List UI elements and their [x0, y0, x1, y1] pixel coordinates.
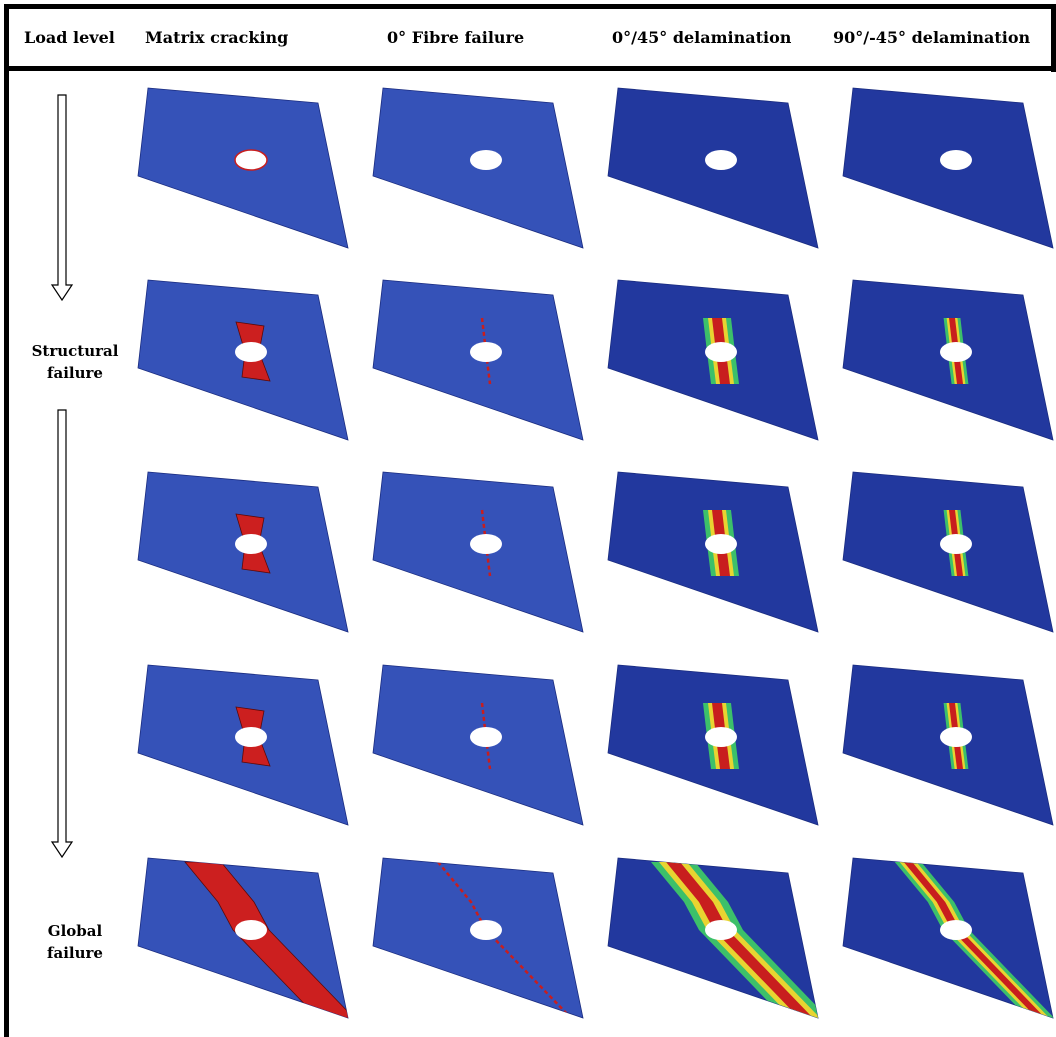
plate-panel [842, 857, 1054, 1019]
plate-panel [842, 664, 1054, 826]
plate-panel [372, 87, 584, 249]
damage-zone [903, 862, 1046, 1018]
load-level-label: Structural failure [31, 342, 119, 382]
header-rule [4, 66, 1056, 71]
plate-panel [842, 87, 1054, 249]
column-header: 0° Fibre failure [387, 28, 525, 47]
plate-panel [607, 471, 819, 633]
plate-panel [137, 857, 349, 1019]
column-header: Matrix cracking [145, 28, 289, 47]
frame-left [4, 4, 9, 1037]
hole [940, 727, 972, 747]
hole [705, 727, 737, 747]
hole [705, 534, 737, 554]
frame-right [1051, 4, 1056, 72]
hole [940, 150, 972, 170]
hole [235, 534, 267, 554]
plate-panel [137, 279, 349, 441]
hole [470, 920, 502, 940]
plate-panel [607, 664, 819, 826]
hole [705, 150, 737, 170]
plate-panel [842, 279, 1054, 441]
damage [894, 862, 1053, 1018]
plate-panel [372, 471, 584, 633]
plate-panel [842, 471, 1054, 633]
hole [470, 150, 502, 170]
hole [470, 342, 502, 362]
load-level-label: Global failure [47, 922, 103, 962]
hole [235, 342, 267, 362]
plate-panel [372, 279, 584, 441]
hole [235, 920, 267, 940]
damage [703, 318, 739, 384]
hole [235, 727, 267, 747]
hole [940, 534, 972, 554]
hole [940, 342, 972, 362]
hole [705, 920, 737, 940]
column-header: Load level [24, 28, 115, 47]
hole [470, 727, 502, 747]
plate-panel [137, 664, 349, 826]
hole [234, 149, 268, 171]
plate-panel [137, 471, 349, 633]
column-header: 0°/45° delamination [612, 28, 792, 47]
plate-panel [372, 857, 584, 1019]
damage-zone [666, 862, 813, 1018]
hole [470, 534, 502, 554]
hole [940, 920, 972, 940]
plate-panel [372, 664, 584, 826]
load-arrow [50, 409, 74, 859]
plate-panel [607, 279, 819, 441]
hole [705, 342, 737, 362]
load-arrow [50, 94, 74, 302]
frame-top [4, 4, 1056, 9]
plate-panel [137, 87, 349, 249]
plate-panel [607, 87, 819, 249]
damage-zone [184, 861, 348, 1018]
damage [184, 861, 348, 1018]
plate-panel [607, 857, 819, 1019]
damage [651, 862, 818, 1018]
column-header: 90°/-45° delamination [833, 28, 1031, 47]
